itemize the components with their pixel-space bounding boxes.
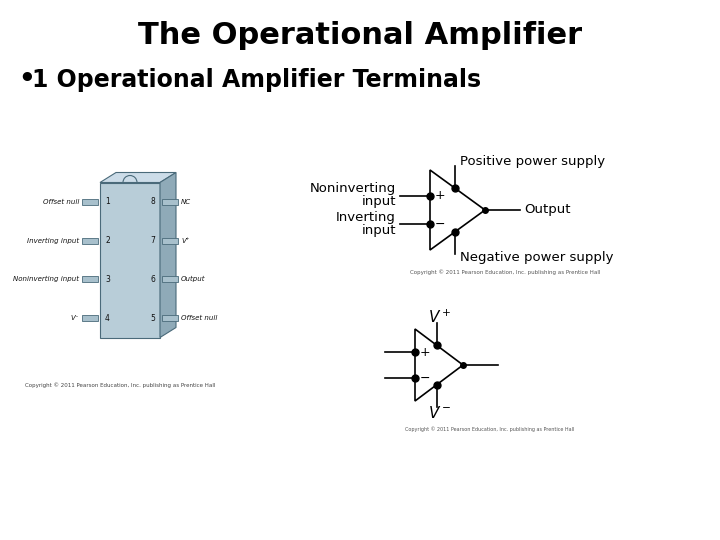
Polygon shape xyxy=(162,276,178,282)
Text: +: + xyxy=(435,189,446,202)
Text: input: input xyxy=(361,224,396,237)
Polygon shape xyxy=(100,183,160,338)
Text: 5: 5 xyxy=(150,314,155,322)
Text: −: − xyxy=(435,218,446,231)
Text: +: + xyxy=(420,346,431,359)
Polygon shape xyxy=(82,276,98,282)
Polygon shape xyxy=(162,199,178,205)
Polygon shape xyxy=(430,170,485,250)
Text: −: − xyxy=(420,372,431,384)
Text: Inverting: Inverting xyxy=(336,211,396,224)
Text: 3: 3 xyxy=(105,275,110,284)
Text: Copyright © 2011 Pearson Education, Inc. publishing as Prentice Hall: Copyright © 2011 Pearson Education, Inc.… xyxy=(410,269,600,275)
Text: •: • xyxy=(18,67,35,93)
Polygon shape xyxy=(415,329,463,401)
Text: 6: 6 xyxy=(150,275,155,284)
Polygon shape xyxy=(162,315,178,321)
Text: Noninverting input: Noninverting input xyxy=(13,276,79,282)
Text: $V^-$: $V^-$ xyxy=(428,405,451,421)
Text: Noninverting: Noninverting xyxy=(310,182,396,195)
Polygon shape xyxy=(162,238,178,244)
Text: Offset null: Offset null xyxy=(42,199,79,205)
Text: V⁻: V⁻ xyxy=(71,315,79,321)
Text: Offset null: Offset null xyxy=(181,315,217,321)
Text: The Operational Amplifier: The Operational Amplifier xyxy=(138,21,582,50)
Text: 4: 4 xyxy=(105,314,110,322)
Text: input: input xyxy=(361,195,396,208)
Text: Copyright © 2011 Pearson Education, Inc. publishing as Prentice Hall: Copyright © 2011 Pearson Education, Inc.… xyxy=(25,382,215,388)
Text: Inverting input: Inverting input xyxy=(27,238,79,244)
Text: Copyright © 2011 Pearson Education, Inc. publishing as Prentice Hall: Copyright © 2011 Pearson Education, Inc.… xyxy=(405,426,575,431)
Text: 8: 8 xyxy=(150,198,155,206)
Text: 7: 7 xyxy=(150,236,155,245)
Text: Negative power supply: Negative power supply xyxy=(460,252,613,265)
Text: Positive power supply: Positive power supply xyxy=(460,156,605,168)
Text: V⁺: V⁺ xyxy=(181,238,189,244)
Text: NC: NC xyxy=(181,199,191,205)
Polygon shape xyxy=(160,172,176,338)
Polygon shape xyxy=(82,238,98,244)
Text: 2: 2 xyxy=(105,236,109,245)
Text: Output: Output xyxy=(524,204,570,217)
Polygon shape xyxy=(82,199,98,205)
Text: 1 Operational Amplifier Terminals: 1 Operational Amplifier Terminals xyxy=(32,68,481,92)
Text: Output: Output xyxy=(181,276,205,282)
Text: $V^+$: $V^+$ xyxy=(428,308,451,326)
Polygon shape xyxy=(82,315,98,321)
Text: 1: 1 xyxy=(105,198,109,206)
Polygon shape xyxy=(100,172,176,183)
